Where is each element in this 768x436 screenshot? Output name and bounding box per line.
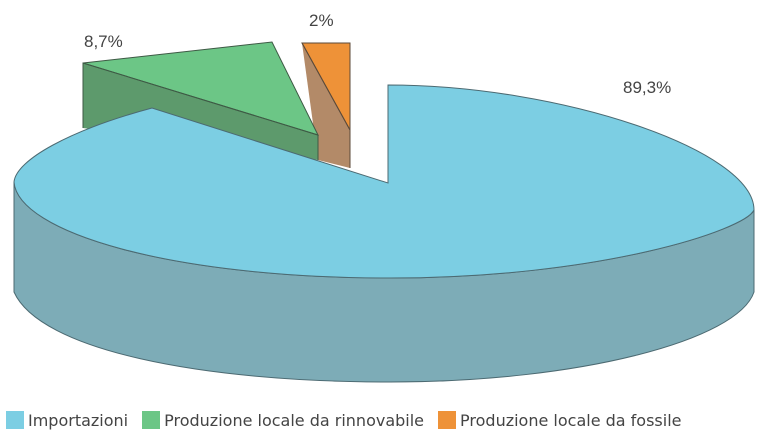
pie-slice-importazioni xyxy=(13,84,755,383)
legend: Importazioni Produzione locale da rinnov… xyxy=(6,407,682,433)
pie-slice-produzione-locale-da-fossile xyxy=(301,42,351,168)
data-label-fossile: 2% xyxy=(309,11,334,30)
legend-item-fossile: Produzione locale da fossile xyxy=(438,410,682,430)
slice-side-fossile xyxy=(302,43,350,168)
legend-label: Produzione locale da rinnovabile xyxy=(164,410,425,430)
legend-label: Produzione locale da fossile xyxy=(460,410,682,430)
legend-label: Importazioni xyxy=(28,410,129,430)
legend-swatch xyxy=(6,411,24,429)
legend-swatch xyxy=(142,411,161,429)
legend-item-rinnovabile: Produzione locale da rinnovabile xyxy=(142,411,424,430)
slice-top-importazioni xyxy=(13,84,755,279)
legend-swatch xyxy=(438,411,457,429)
data-label-rinnovabile: 8,7% xyxy=(84,32,123,51)
legend-item-importazioni: Importazioni xyxy=(6,411,128,430)
data-label-importazioni: 89,3% xyxy=(623,78,671,97)
